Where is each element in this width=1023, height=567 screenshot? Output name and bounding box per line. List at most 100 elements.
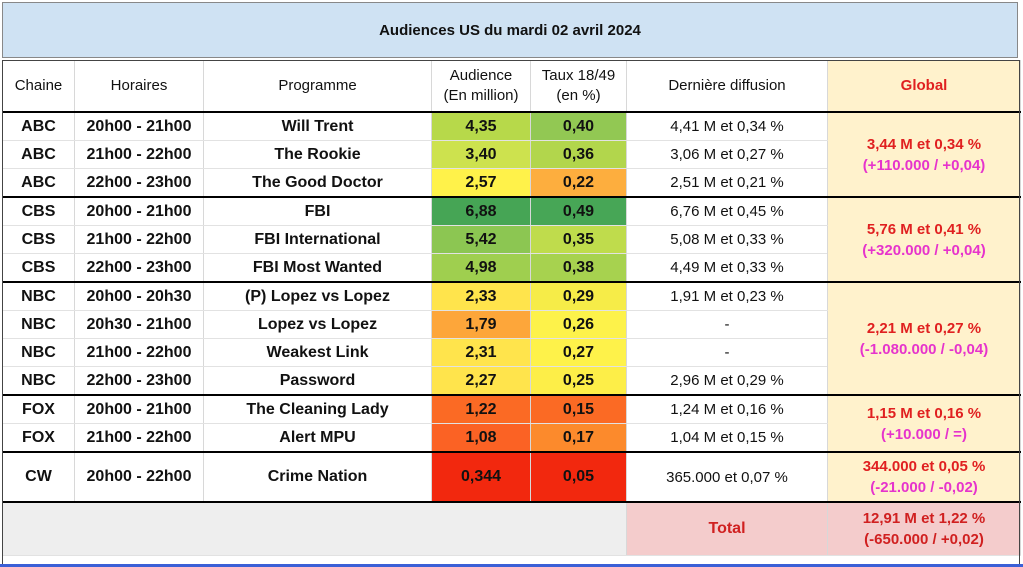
cell-taux: 0,26 [530, 310, 627, 339]
cell-programme: Weakest Link [203, 338, 432, 367]
cell-derniere-diffusion: 2,96 M et 0,29 % [626, 366, 828, 396]
global-diff-value: (+320.000 / +0,04) [862, 241, 986, 259]
cell-audience: 1,08 [431, 423, 531, 453]
cell-programme: Lopez vs Lopez [203, 310, 432, 339]
cell-taux: 0,49 [530, 196, 627, 226]
cell-chaine: ABC [2, 140, 75, 169]
cell-programme: FBI International [203, 225, 432, 254]
global-main-value: 1,15 M et 0,16 % [866, 404, 982, 422]
cell-taux: 0,27 [530, 338, 627, 367]
global-summary-cell: 1,15 M et 0,16 % (+10.000 / =) [827, 394, 1021, 453]
global-main-value: 2,21 M et 0,27 % [866, 319, 982, 337]
cell-programme: Will Trent [203, 111, 432, 141]
cell-derniere-diffusion: 4,49 M et 0,33 % [626, 253, 828, 283]
cell-derniere-diffusion: 6,76 M et 0,45 % [626, 196, 828, 226]
cell-chaine: CW [2, 451, 75, 503]
header-audience-line1: Audience [449, 67, 513, 84]
cell-chaine: CBS [2, 253, 75, 283]
cell-chaine: FOX [2, 394, 75, 424]
global-diff-value: (-1.080.000 / -0,04) [859, 340, 989, 358]
audience-table: Chaine Horaires Programme Audience (En m… [2, 60, 1021, 556]
table-row: CBS 20h00 - 21h00 FBI 6,88 0,49 6,76 M et 0,4… [2, 196, 1021, 283]
global-summary-cell: 3,44 M et 0,34 % (+110.000 / +0,04) [827, 111, 1021, 198]
cell-horaires: 22h00 - 23h00 [74, 168, 204, 198]
header-audience: Audience (En million) [431, 60, 531, 113]
cell-chaine: NBC [2, 366, 75, 396]
cell-taux: 0,17 [530, 423, 627, 453]
header-audience-line2: (En million) [443, 87, 519, 104]
cell-derniere-diffusion: 365.000 et 0,07 % [626, 451, 828, 503]
table-body: ABC 20h00 - 21h00 Will Trent 4,35 0,40 4,41 M… [2, 111, 1021, 556]
cell-derniere-diffusion: 5,08 M et 0,33 % [626, 225, 828, 254]
cell-audience: 6,88 [431, 196, 531, 226]
global-diff-value: (-21.000 / -0,02) [870, 479, 978, 496]
cell-programme: FBI Most Wanted [203, 253, 432, 283]
cell-horaires: 21h00 - 22h00 [74, 225, 204, 254]
bottom-accent-bar [0, 564, 1023, 567]
table-row: ABC 20h00 - 21h00 Will Trent 4,35 0,40 4,41 M… [2, 111, 1021, 198]
cell-audience: 2,33 [431, 281, 531, 311]
table-row: CBS 22h00 - 23h00 FBI Most Wanted 4,98 0,38 4… [2, 253, 1021, 283]
cell-horaires: 21h00 - 22h00 [74, 423, 204, 453]
cell-audience: 4,35 [431, 111, 531, 141]
global-summary-cell: 5,76 M et 0,41 % (+320.000 / +0,04) [827, 196, 1021, 283]
total-diff-value: (-650.000 / +0,02) [864, 531, 984, 548]
cell-audience: 2,57 [431, 168, 531, 198]
cell-audience: 0,344 [431, 451, 531, 503]
global-diff-value: (+10.000 / =) [881, 425, 967, 443]
cell-chaine: NBC [2, 338, 75, 367]
cell-audience: 2,31 [431, 338, 531, 367]
global-main-value: 5,76 M et 0,41 % [866, 220, 982, 238]
header-taux-line2: (en %) [556, 87, 601, 104]
cell-taux: 0,38 [530, 253, 627, 283]
cell-derniere-diffusion: 4,41 M et 0,34 % [626, 111, 828, 141]
cell-derniere-diffusion: 1,24 M et 0,16 % [626, 394, 828, 424]
cell-audience: 1,79 [431, 310, 531, 339]
cell-programme: Alert MPU [203, 423, 432, 453]
global-summary-cell: 344.000 et 0,05 % (-21.000 / -0,02) [827, 451, 1021, 503]
header-taux-line1: Taux 18/49 [541, 67, 616, 84]
cell-chaine: ABC [2, 111, 75, 141]
cell-programme: The Rookie [203, 140, 432, 169]
cell-chaine: CBS [2, 225, 75, 254]
cell-audience: 5,42 [431, 225, 531, 254]
cell-horaires: 22h00 - 23h00 [74, 366, 204, 396]
header-taux: Taux 18/49 (en %) [530, 60, 627, 113]
cell-horaires: 20h00 - 21h00 [74, 111, 204, 141]
cell-horaires: 20h00 - 21h00 [74, 394, 204, 424]
global-diff-value: (+110.000 / +0,04) [862, 156, 986, 174]
cell-horaires: 20h00 - 21h00 [74, 196, 204, 226]
header-horaires: Horaires [74, 60, 204, 113]
cell-taux: 0,35 [530, 225, 627, 254]
cell-programme: Crime Nation [203, 451, 432, 503]
cell-horaires: 20h00 - 22h00 [74, 451, 204, 503]
header-derniere-diffusion: Dernière diffusion [626, 60, 828, 113]
cell-programme: Password [203, 366, 432, 396]
cell-taux: 0,05 [530, 451, 627, 503]
table-row: ABC 22h00 - 23h00 The Good Doctor 2,57 0,22 2… [2, 168, 1021, 198]
cell-derniere-diffusion: 3,06 M et 0,27 % [626, 140, 828, 169]
cell-taux: 0,25 [530, 366, 627, 396]
header-row: Chaine Horaires Programme Audience (En m… [2, 60, 1021, 113]
cell-derniere-diffusion: - [626, 310, 828, 339]
cell-programme: The Cleaning Lady [203, 394, 432, 424]
cell-taux: 0,40 [530, 111, 627, 141]
table-row: FOX 20h00 - 21h00 The Cleaning Lady 1,22 0,1… [2, 394, 1021, 453]
cell-chaine: FOX [2, 423, 75, 453]
cell-audience: 1,22 [431, 394, 531, 424]
cell-audience: 4,98 [431, 253, 531, 283]
cell-derniere-diffusion: 1,91 M et 0,23 % [626, 281, 828, 311]
total-label: Total [626, 501, 828, 556]
cell-chaine: ABC [2, 168, 75, 198]
table-row: ABC 21h00 - 22h00 The Rookie 3,40 0,36 3,06 M… [2, 140, 1021, 169]
header-programme: Programme [203, 60, 432, 113]
table-row: CW 20h00 - 22h00 Crime Nation 0,344 0,05 365.… [2, 451, 1021, 503]
cell-horaires: 20h30 - 21h00 [74, 310, 204, 339]
cell-taux: 0,22 [530, 168, 627, 198]
cell-taux: 0,36 [530, 140, 627, 169]
table-row: NBC 20h00 - 20h30 (P) Lopez vs Lopez 2,33 0,… [2, 281, 1021, 396]
header-chaine: Chaine [2, 60, 75, 113]
table-row: CBS 21h00 - 22h00 FBI International 5,42 0,3… [2, 225, 1021, 254]
cell-derniere-diffusion: 2,51 M et 0,21 % [626, 168, 828, 198]
cell-audience: 3,40 [431, 140, 531, 169]
